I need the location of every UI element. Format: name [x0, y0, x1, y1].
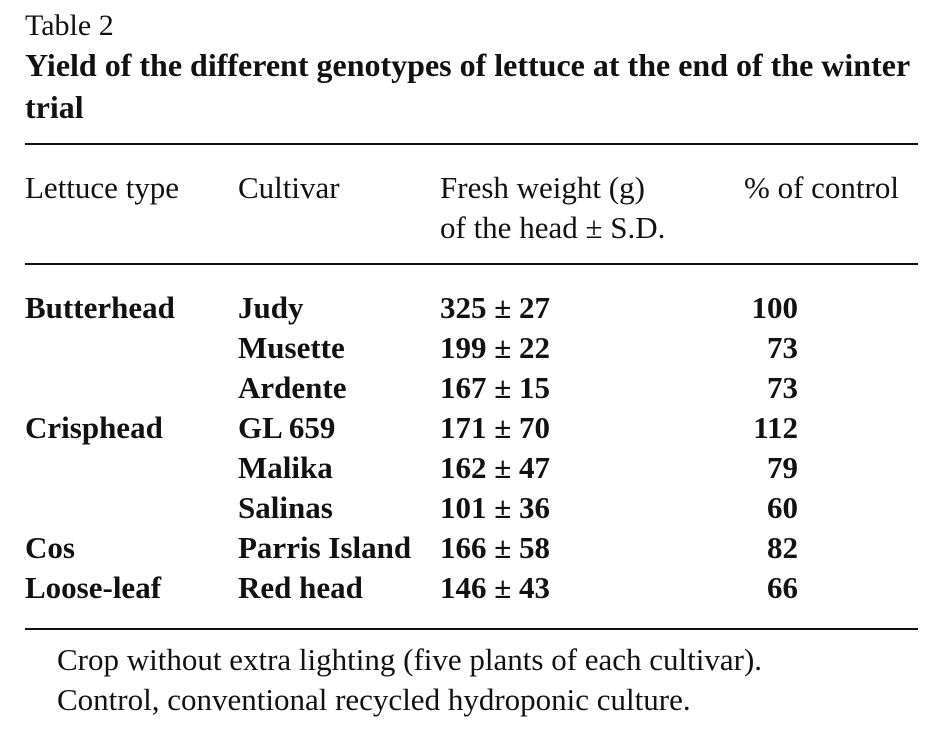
row-cultivar: Malika [238, 450, 333, 485]
table-caption: Yield of the different genotypes of lett… [25, 47, 910, 125]
row-fresh-weight: 146 ± 43 [440, 570, 551, 605]
row-cultivar: Salinas [238, 490, 333, 525]
row-fresh-weight: 171 ± 70 [440, 410, 551, 445]
row-type: Crisphead [25, 410, 163, 445]
row-cultivar: Ardente [238, 370, 347, 405]
row-percent: 60 [767, 490, 798, 525]
header-rule [25, 263, 918, 265]
row-percent: 82 [767, 530, 798, 565]
row-cultivar: Musette [238, 330, 345, 365]
row-fresh-weight: 101 ± 36 [440, 490, 551, 525]
row-percent: 100 [751, 290, 799, 325]
row-percent: 79 [767, 450, 798, 485]
row-type: Loose-leaf [25, 570, 162, 605]
row-fresh-weight: 325 ± 27 [440, 290, 551, 325]
footnote-line-1: Crop without extra lighting (five plants… [57, 642, 763, 677]
footnote-line-2: Control, conventional recycled hydroponi… [57, 682, 691, 717]
row-percent: 73 [767, 330, 798, 365]
header-percent-control: % of control [744, 170, 899, 205]
table-label: Table 2 [25, 9, 114, 42]
header-fresh-weight-line1: Fresh weight (g) [440, 170, 645, 205]
row-type: Cos [25, 530, 75, 565]
top-rule [25, 143, 918, 145]
row-fresh-weight: 199 ± 22 [440, 330, 551, 365]
row-cultivar: Parris Island [238, 530, 412, 565]
header-cultivar: Cultivar [238, 170, 340, 205]
bottom-rule [25, 628, 918, 630]
row-fresh-weight: 166 ± 58 [440, 530, 551, 565]
row-cultivar: Judy [238, 290, 304, 325]
row-percent: 112 [753, 410, 798, 445]
row-cultivar: Red head [238, 570, 363, 605]
row-percent: 73 [767, 370, 798, 405]
row-cultivar: GL 659 [238, 410, 336, 445]
header-lettuce-type: Lettuce type [25, 170, 180, 205]
header-fresh-weight-line2: of the head ± S.D. [440, 210, 666, 245]
row-fresh-weight: 162 ± 47 [440, 450, 551, 485]
row-percent: 66 [767, 570, 798, 605]
row-fresh-weight: 167 ± 15 [440, 370, 551, 405]
row-type: Butterhead [25, 290, 175, 325]
